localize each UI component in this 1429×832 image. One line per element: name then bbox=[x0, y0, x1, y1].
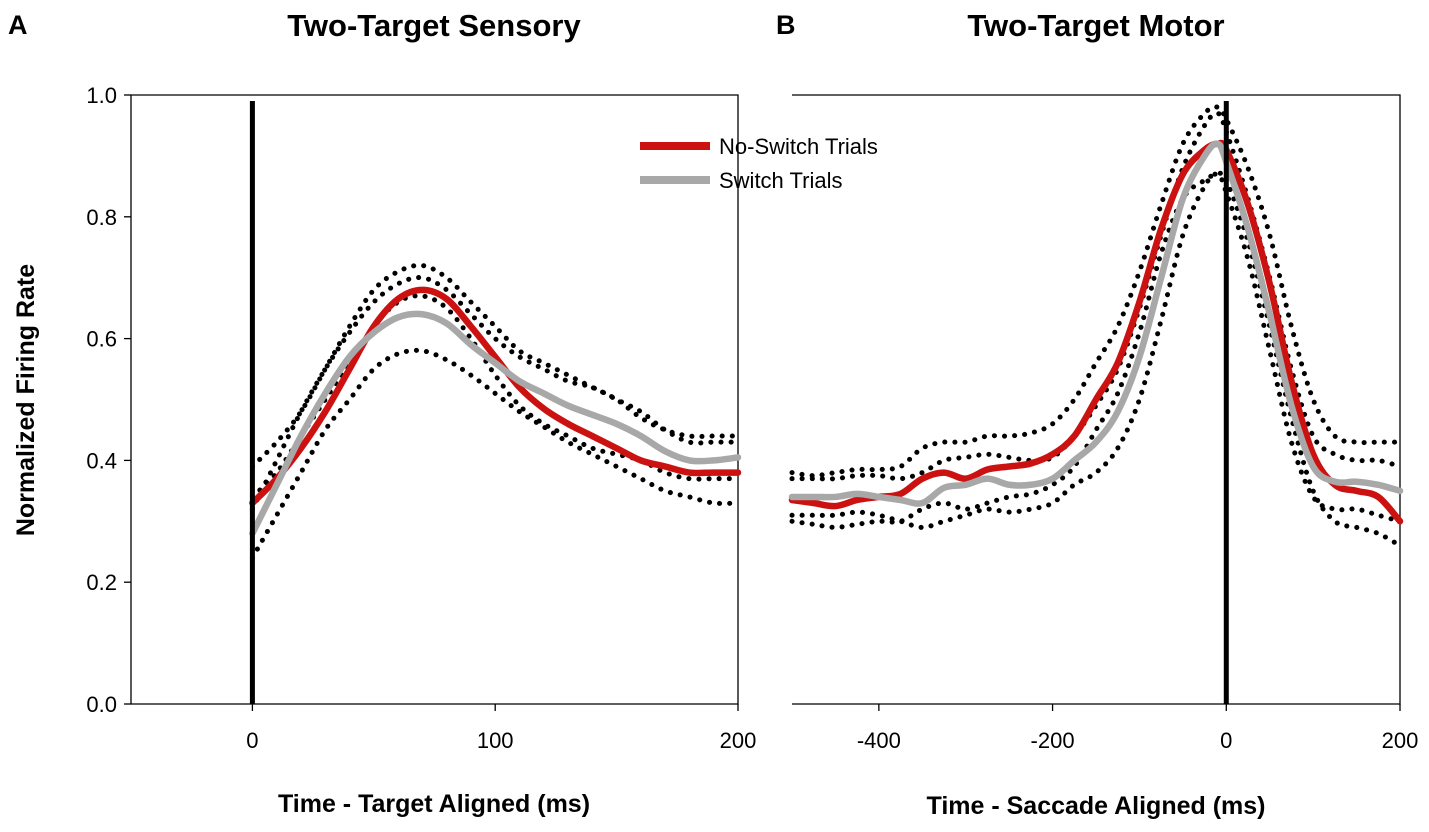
panel-a-axes-frame bbox=[130, 94, 739, 705]
panel-b-x-tick-label: 200 bbox=[1382, 728, 1419, 753]
panel-b-series-no-switch-trials-upper-bound bbox=[789, 104, 1403, 479]
panel-a: A Two-Target Sensory 0.00.20.40.60.81.00… bbox=[8, 8, 756, 818]
panel-a-plot-area: 0.0 0.2 0.4 0.6 0.8 1.0 0 100 200 bbox=[86, 83, 756, 753]
legend-label-switch: Switch Trials bbox=[719, 168, 842, 193]
panel-a-y-tick-label: 1.0 bbox=[86, 83, 117, 108]
panel-b-x-axis-label: Time - Saccade Aligned (ms) bbox=[927, 792, 1266, 820]
panel-a-x-tick-label: 100 bbox=[477, 728, 514, 753]
panel-a-y-axis-label: Normalized Firing Rate bbox=[12, 264, 40, 536]
panel-a-series-switch-trials-upper-bound bbox=[249, 275, 741, 512]
panel-b-x-tick-label: 0 bbox=[1220, 728, 1232, 753]
legend-label-no-switch: No-Switch Trials bbox=[719, 134, 878, 159]
panel-a-y-tick-label: 0.4 bbox=[86, 448, 117, 473]
panel-a-y-tick-label: 0.0 bbox=[86, 692, 117, 717]
panel-b-series-switch-trials-upper-bound bbox=[789, 110, 1403, 482]
panel-a-series-no-switch-trials-lower-bound bbox=[249, 293, 741, 500]
panel-a-series-no-switch-trials bbox=[249, 286, 742, 507]
panel-a-title: Two-Target Sensory bbox=[287, 8, 581, 43]
panel-b-series-switch-trials bbox=[788, 140, 1404, 507]
panel-a-x-axis-label: Time - Target Aligned (ms) bbox=[278, 790, 590, 818]
legend: No-Switch Trials Switch Trials bbox=[640, 134, 878, 193]
panel-a-x-tick-label: 0 bbox=[246, 728, 258, 753]
panel-a-series-switch-trials bbox=[249, 310, 742, 537]
panel-b-plot-area: -400 -200 0 200 bbox=[788, 94, 1419, 753]
panel-b-title: Two-Target Motor bbox=[967, 8, 1224, 43]
panel-b-x-tick-label: -400 bbox=[857, 728, 901, 753]
panel-letter-a: A bbox=[8, 10, 28, 40]
panel-b-axes-frame bbox=[792, 94, 1401, 705]
panel-b-x-tick-label: -200 bbox=[1031, 728, 1075, 753]
panel-b-series-switch-trials-lower-bound bbox=[789, 171, 1403, 530]
panel-a-series-switch-trials-lower-bound bbox=[249, 347, 741, 561]
panel-b: B Two-Target Motor -400 -200 0 200 Time - S… bbox=[776, 8, 1418, 820]
panel-a-y-tick-label: 0.8 bbox=[86, 205, 117, 230]
panel-b-series-no-switch-trials bbox=[788, 139, 1404, 525]
panel-a-x-tick-label: 200 bbox=[720, 728, 757, 753]
panel-a-y-tick-label: 0.6 bbox=[86, 327, 117, 352]
panel-letter-b: B bbox=[776, 10, 796, 40]
panel-a-y-tick-label: 0.2 bbox=[86, 570, 117, 595]
